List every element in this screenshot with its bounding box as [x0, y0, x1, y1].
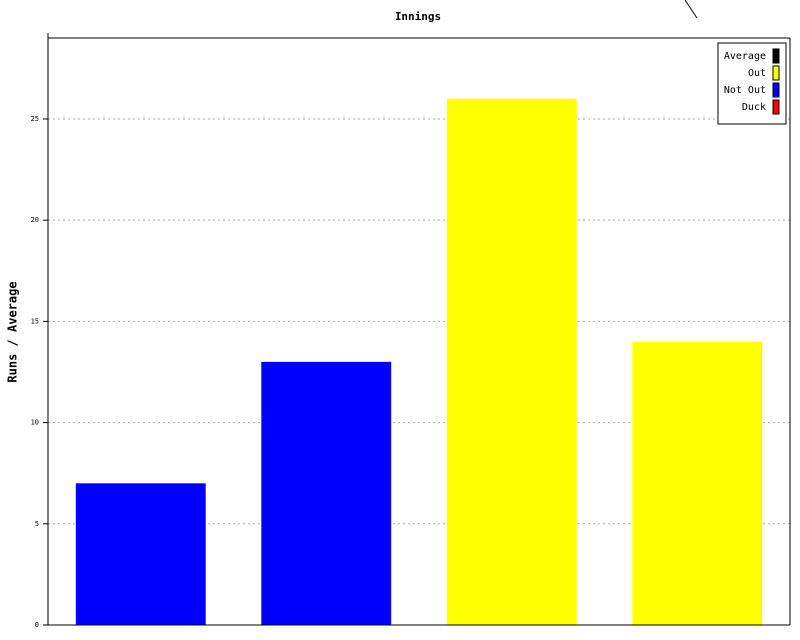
bar: [446, 98, 577, 626]
chart-title: Innings: [395, 10, 441, 23]
bar: [261, 361, 392, 625]
legend-swatch: [772, 99, 780, 115]
legend-label: Average: [724, 51, 766, 62]
legend-label: Not Out: [724, 85, 766, 96]
y-tick-label: 10: [31, 419, 39, 427]
bar: [75, 483, 206, 625]
y-axis-label: Runs / Average: [6, 281, 20, 382]
decoration-line: [684, 0, 698, 19]
y-tick-label: 20: [31, 216, 39, 224]
legend-label: Out: [748, 68, 766, 79]
legend-swatch: [772, 48, 780, 64]
legend-label: Duck: [742, 102, 766, 113]
legend-swatch: [772, 82, 780, 98]
legend-swatch: [772, 65, 780, 81]
bar: [632, 341, 763, 625]
y-tick-label: 15: [31, 317, 39, 325]
y-tick-label: 0: [35, 621, 39, 629]
y-tick-label: 25: [31, 115, 39, 123]
y-tick-label: 5: [35, 520, 39, 528]
